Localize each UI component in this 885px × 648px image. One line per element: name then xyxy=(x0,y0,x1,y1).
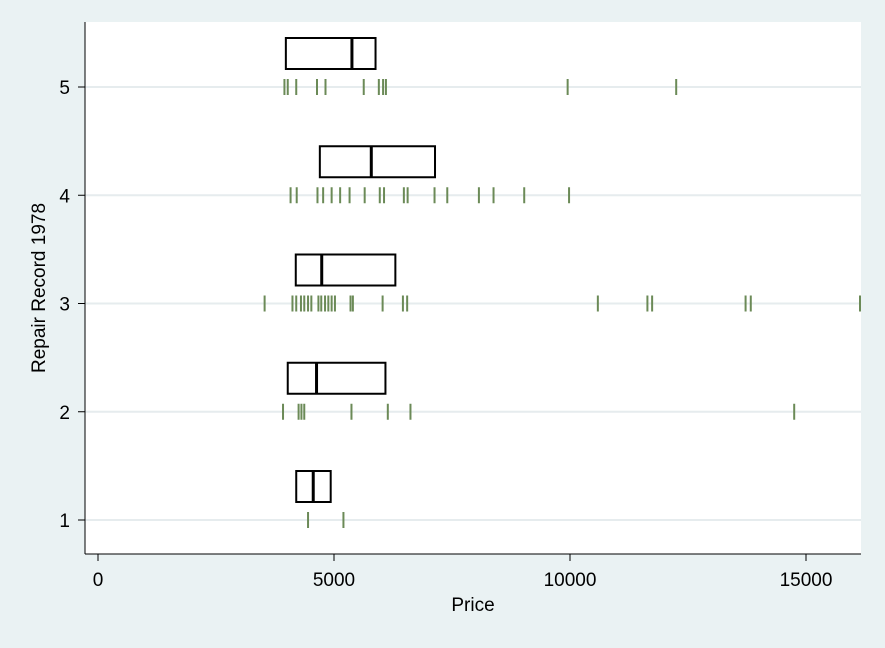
y-tick-label: 5 xyxy=(59,78,70,99)
boxes xyxy=(284,37,437,503)
gridlines xyxy=(85,86,861,521)
box-iqr xyxy=(294,253,397,287)
x-axis-label: Price xyxy=(451,595,494,616)
ticks: 1 2 3 4 5 0 5000 10000 15000 xyxy=(59,78,832,591)
plot-area xyxy=(85,22,861,554)
box-iqr xyxy=(318,145,437,179)
y-tick-label: 2 xyxy=(59,403,70,424)
y-axis-label: Repair Record 1978 xyxy=(29,203,50,373)
strip-marks xyxy=(263,79,861,528)
x-tick-label: 10000 xyxy=(544,570,597,591)
box-iqr xyxy=(284,37,377,70)
y-tick-label: 3 xyxy=(59,295,70,316)
box-iqr xyxy=(286,361,387,395)
y-tick-label: 4 xyxy=(59,186,70,207)
y-tick-label: 1 xyxy=(59,511,70,532)
x-tick-label: 5000 xyxy=(313,570,355,591)
x-tick-label: 15000 xyxy=(780,570,833,591)
axes xyxy=(84,22,861,555)
x-tick-label: 0 xyxy=(93,570,104,591)
